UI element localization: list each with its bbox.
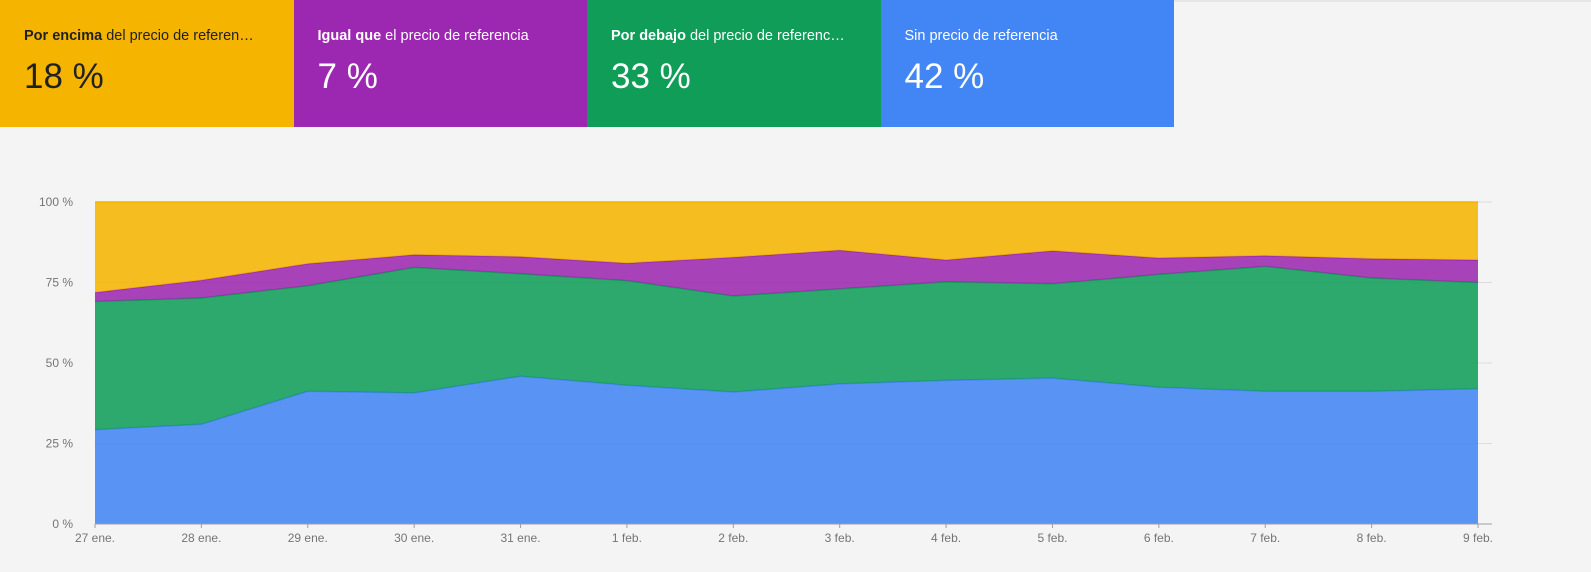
card-value: 42 % [904,57,985,96]
card-value: 33 % [611,57,691,96]
area-equal [95,250,1478,302]
x-tick-label: 5 feb. [1037,531,1067,545]
x-tick-label: 9 feb. [1463,531,1493,545]
card-title: Por encima del precio de referen… [24,28,254,44]
card-title: Sin precio de referencia [904,28,1058,44]
card-below-reference[interactable]: Por debajo del precio de referenc… 33 % [587,0,881,127]
card-above-reference[interactable]: Por encima del precio de referen… 18 % [0,0,294,127]
card-value: 18 % [24,57,104,96]
area-above [95,202,1478,293]
x-tick-label: 2 feb. [718,531,748,545]
y-tick-label: 100 % [39,195,73,209]
x-tick-label: 31 ene. [501,531,541,545]
x-tick-label: 28 ene. [181,531,221,545]
x-tick-label: 8 feb. [1357,531,1387,545]
x-tick-label: 27 ene. [75,531,115,545]
x-tick-label: 3 feb. [825,531,855,545]
stacked-area-chart: 0 % 25 % 50 % 75 % 100 % 27 ene. 28 ene. 29 ene… [39,195,1493,545]
area-none [95,376,1478,524]
area-below [95,266,1478,430]
x-tick-label: 1 feb. [612,531,642,545]
card-title: Por debajo del precio de referenc… [611,28,845,44]
y-tick-label: 75 % [46,276,74,290]
card-value: 7 % [317,57,378,96]
y-tick-label: 50 % [46,356,74,370]
y-tick-label: 25 % [46,437,74,451]
summary-cards: Por encima del precio de referen… 18 % I… [0,0,1174,127]
x-tick-label: 6 feb. [1144,531,1174,545]
axes: 0 % 25 % 50 % 75 % 100 % 27 ene. 28 ene. 29 ene… [39,195,1493,545]
x-tick-label: 29 ene. [288,531,328,545]
line-below [94,265,1479,303]
x-tick-label: 30 ene. [394,531,434,545]
x-tick-label: 7 feb. [1250,531,1280,545]
area-series [94,201,1479,524]
card-equal-reference[interactable]: Igual que el precio de referencia 7 % [293,0,587,127]
x-tick-label: 4 feb. [931,531,961,545]
card-title: Igual que el precio de referencia [317,28,529,44]
y-tick-label: 0 % [52,517,73,531]
card-no-reference[interactable]: Sin precio de referencia 42 % [880,0,1174,127]
